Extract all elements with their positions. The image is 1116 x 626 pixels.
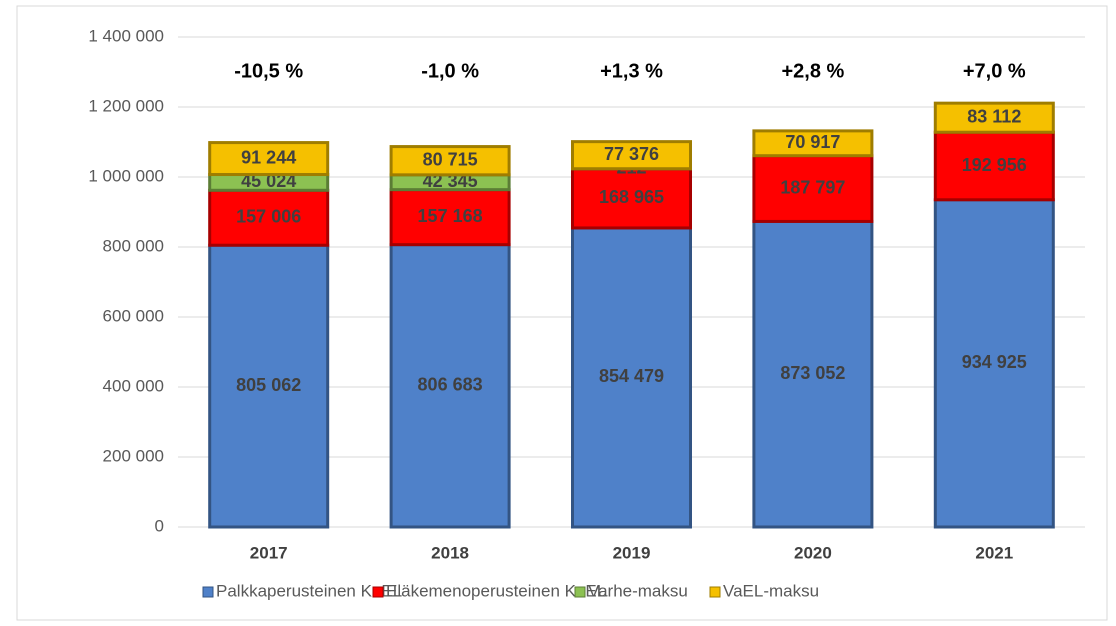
data-label: 157 006 [236,207,301,227]
bar-segment [571,167,692,230]
legend-label: Palkkaperusteinen KuEL [216,581,402,600]
bar-segment [389,188,511,247]
legend-label: Eläkemenoperusteinen KuEL [386,581,606,600]
x-tick-label: 2019 [613,543,651,562]
y-tick-label: 1 200 000 [88,96,164,115]
annotation: -10,5 % [234,60,303,82]
bar-segment [933,130,1055,202]
annotation: +1,3 % [600,60,663,82]
legend-marker [202,586,214,598]
chart-border [16,5,1108,621]
bar-segment [571,140,692,171]
y-tick-label: 600 000 [103,306,164,325]
y-tick-label: 1 000 000 [88,166,164,185]
bar-segment [389,243,511,529]
data-label: 83 112 [967,106,1021,126]
legend-marker [372,586,384,598]
legend-marker [574,586,586,598]
data-label: 80 715 [423,149,478,169]
bar-segment [933,198,1055,529]
data-label: 854 479 [599,366,664,386]
legend-label: VaEL-maksu [723,581,819,600]
y-tick-label: 400 000 [103,376,164,395]
data-label: 91 244 [241,147,296,167]
legend-label: Varhe-maksu [588,581,688,600]
bar-segment [208,243,330,529]
data-label: 192 956 [962,155,1027,175]
annotation: +2,8 % [781,60,844,82]
x-tick-label: 2017 [250,543,288,562]
bar-segment [752,154,874,223]
y-tick-label: 800 000 [103,236,164,255]
data-label: 168 965 [599,187,664,207]
x-tick-label: 2020 [794,543,832,562]
annotation: -1,0 % [421,60,479,82]
legend-marker [709,586,721,598]
data-label: 70 917 [785,132,840,152]
data-label: 805 062 [236,375,301,395]
x-tick-label: 2018 [431,543,469,562]
bar-segment [571,226,692,529]
data-label: 934 925 [962,352,1027,372]
bar-segment [933,101,1055,134]
bar-segment [752,129,874,158]
bar-segment [389,145,511,177]
data-label: 806 683 [418,375,483,395]
data-label: 873 052 [780,363,845,383]
bar-segment [208,141,330,177]
data-label: 157 168 [418,206,483,226]
data-label: 77 376 [604,144,659,164]
y-tick-label: 0 [155,516,164,535]
data-label: 187 797 [780,177,845,197]
x-tick-label: 2021 [975,543,1013,562]
data-label: 45 024 [241,171,296,191]
y-tick-label: 1 400 000 [88,26,164,45]
y-tick-label: 200 000 [103,446,164,465]
annotation: +7,0 % [963,60,1026,82]
